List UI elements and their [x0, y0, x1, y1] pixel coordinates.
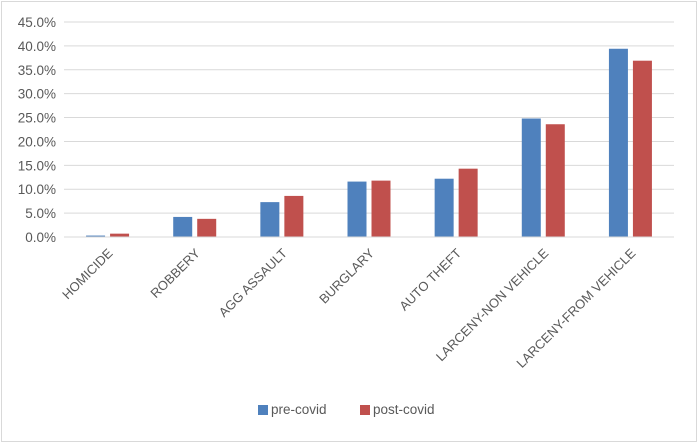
bar-post-covid-agg-assault [284, 195, 304, 237]
y-axis-tick-labels: 0.0% 5.0% 10.0% 15.0% 20.0% 25.0% 30.0% 35.0% 40… [18, 15, 56, 245]
legend-label: pre-covid [271, 402, 327, 417]
x-category-label: HOMICIDE [59, 245, 116, 302]
x-category-label: AGG ASSAULT [216, 245, 290, 319]
y-tick-label: 0.0% [25, 230, 56, 245]
bar-pre-covid-robbery [173, 216, 193, 237]
bar-post-covid-larceny-from-vehicle [632, 60, 652, 238]
y-tick-label: 45.0% [18, 15, 56, 30]
bar-post-covid-robbery [197, 218, 217, 237]
bar-post-covid-larceny-non-vehicle [545, 124, 565, 237]
y-tick-label: 20.0% [18, 134, 56, 149]
x-category-label: ROBBERY [147, 245, 203, 301]
legend-swatch [360, 405, 370, 415]
y-tick-label: 40.0% [18, 39, 56, 54]
bar-post-covid-auto-theft [458, 168, 478, 237]
bar-post-covid-burglary [371, 180, 391, 237]
y-tick-label: 25.0% [18, 111, 56, 126]
x-axis-category-labels: HOMICIDE ROBBERY AGG ASSAULT BURGLARY AUTO T… [59, 245, 639, 370]
y-tick-label: 10.0% [18, 182, 56, 197]
y-tick-label: 30.0% [18, 87, 56, 102]
bar-pre-covid-larceny-non-vehicle [521, 118, 541, 237]
x-category-label: BURGLARY [316, 245, 377, 306]
bar-pre-covid-agg-assault [260, 202, 280, 237]
y-tick-label: 35.0% [18, 63, 56, 78]
legend: pre-covid post-covid [258, 402, 435, 417]
legend-swatch [258, 405, 268, 415]
bar-pre-covid-burglary [347, 181, 367, 237]
bar-post-covid-homicide [110, 233, 130, 237]
x-category-label: AUTO THEFT [396, 245, 464, 313]
bar-pre-covid-larceny-from-vehicle [608, 48, 628, 237]
y-tick-label: 5.0% [25, 206, 56, 221]
gridlines [64, 21, 674, 214]
bar-pre-covid-auto-theft [434, 178, 454, 237]
y-tick-label: 15.0% [18, 158, 56, 173]
bar-pre-covid-homicide [86, 235, 106, 237]
legend-label: post-covid [373, 402, 435, 417]
bars [86, 48, 652, 238]
